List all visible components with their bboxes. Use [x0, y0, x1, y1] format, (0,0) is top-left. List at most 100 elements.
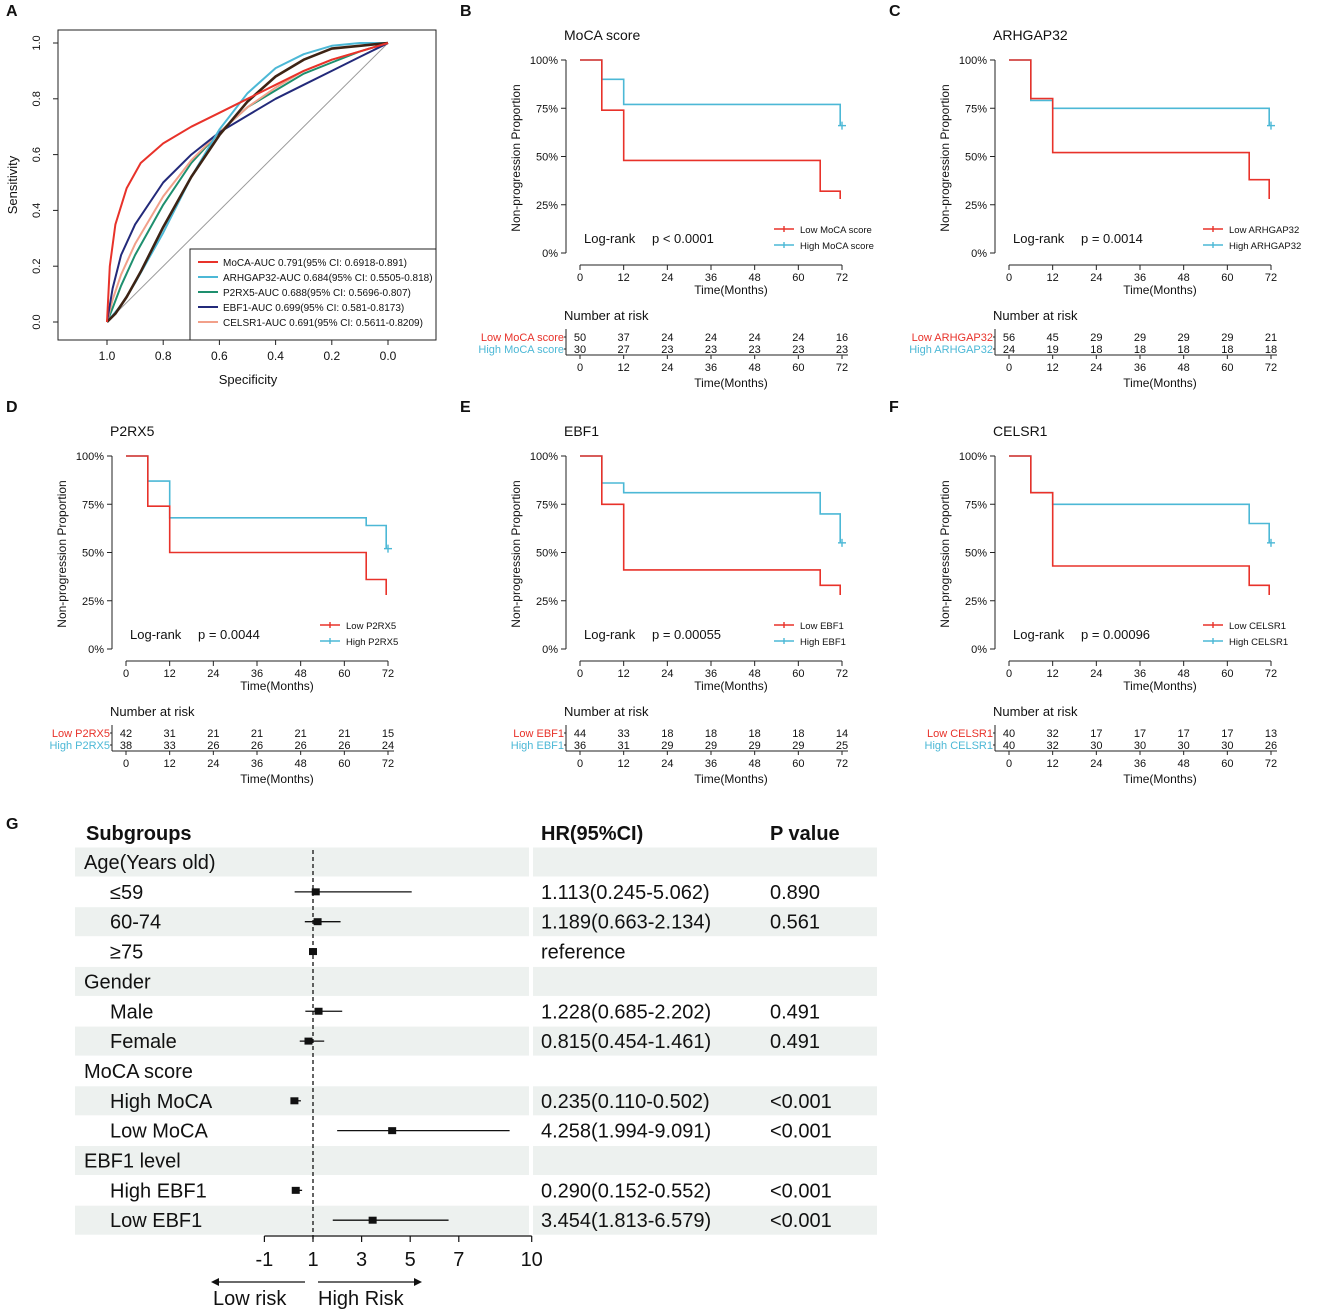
risk-value: 17: [1221, 728, 1233, 740]
km-curve-red: [580, 59, 841, 199]
risk-value: 31: [618, 740, 630, 752]
risk-value: 32: [1047, 740, 1059, 752]
forest-hr-text: 1.228(0.685-2.202): [541, 1001, 711, 1023]
risk-x-tick-label: 12: [1047, 362, 1059, 374]
legend-entry: ARHGAP32-AUC 0.684(95% CI: 0.5505-0.818): [223, 273, 433, 284]
x-tick-label: 24: [1090, 272, 1102, 284]
roc-curve-navy: [106, 42, 389, 323]
forest-p-value: 0.890: [770, 882, 820, 904]
x-axis-label: Specificity: [219, 372, 278, 387]
risk-row-label: High CELSR1: [925, 740, 993, 752]
logrank-label: Log-rank: [1013, 231, 1065, 246]
risk-table-title: Number at risk: [564, 704, 649, 719]
panel-label-F: F: [889, 399, 899, 416]
low-risk-label: Low risk: [213, 1288, 287, 1310]
km-curve-red: [126, 455, 387, 595]
x-tick-label: 36: [1134, 668, 1146, 680]
risk-row-label: Low EBF1: [513, 728, 564, 740]
risk-value: 23: [705, 344, 717, 356]
hr-marker: [313, 918, 322, 926]
x-axis-label: Time(Months): [240, 679, 314, 693]
risk-value: 40: [1003, 740, 1015, 752]
risk-x-tick-label: 72: [1265, 758, 1277, 770]
risk-value: 18: [661, 728, 673, 740]
risk-row-label: High P2RX5: [49, 740, 110, 752]
forest-row-label: 60-74: [110, 912, 161, 934]
legend-entry: High ARHGAP32: [1229, 241, 1301, 252]
risk-x-axis-label: Time(Months): [1123, 376, 1197, 390]
km-panel-E: E EBF1 0% 25% 50% 75% 100% 0 12 24 36 48 60 72 Time(Mo…: [460, 399, 848, 786]
x-tick-label: 0.2: [323, 349, 340, 363]
row-band: [533, 907, 877, 937]
risk-value: 18: [792, 728, 804, 740]
y-tick-label: 25%: [965, 596, 987, 608]
risk-x-tick-label: 36: [251, 758, 263, 770]
forest-row-label: Male: [110, 1001, 153, 1023]
forest-group-header: Gender: [84, 971, 151, 993]
x-tick-label: 72: [1265, 668, 1277, 680]
p-value: p < 0.0001: [652, 231, 714, 246]
risk-row-label: Low CELSR1: [927, 728, 993, 740]
risk-value: 26: [338, 740, 350, 752]
y-tick-label: 50%: [536, 152, 558, 164]
y-tick-label: 0.6: [31, 147, 43, 162]
km-title: P2RX5: [110, 423, 155, 439]
low-risk-arrow-head: [211, 1278, 219, 1286]
risk-table-title: Number at risk: [993, 308, 1078, 323]
risk-value: 44: [574, 728, 586, 740]
risk-value: 14: [836, 728, 848, 740]
y-tick-label: 0.2: [31, 259, 43, 274]
risk-value: 30: [1090, 740, 1102, 752]
row-band: [533, 1086, 877, 1116]
row-band: [75, 966, 529, 996]
y-tick-label: 0%: [542, 248, 558, 260]
risk-value: 23: [836, 344, 848, 356]
risk-value: 18: [1178, 344, 1190, 356]
forest-header-p: P value: [770, 823, 840, 845]
y-tick-label: 50%: [965, 152, 987, 164]
risk-row-label: High ARHGAP32: [909, 344, 993, 356]
x-tick-label: 12: [1047, 272, 1059, 284]
risk-table-title: Number at risk: [993, 704, 1078, 719]
risk-value: 24: [1003, 344, 1015, 356]
forest-hr-text: 3.454(1.813-6.579): [541, 1210, 711, 1232]
forest-row-label: Female: [110, 1031, 177, 1053]
risk-value: 17: [1134, 728, 1146, 740]
y-tick-label: 50%: [536, 548, 558, 560]
forest-x-tick-label: 3: [356, 1249, 367, 1271]
forest-p-value: 0.491: [770, 1031, 820, 1053]
y-tick-label: 0%: [971, 644, 987, 656]
row-band: [533, 1146, 877, 1175]
risk-value: 18: [1221, 344, 1233, 356]
risk-x-tick-label: 0: [577, 362, 583, 374]
risk-row-label: High MoCA score: [478, 344, 564, 356]
risk-x-tick-label: 60: [792, 758, 804, 770]
risk-x-tick-label: 24: [1090, 362, 1102, 374]
legend-entry: P2RX5-AUC 0.688(95% CI: 0.5696-0.807): [223, 288, 411, 299]
risk-value: 56: [1003, 332, 1015, 344]
p-value: p = 0.00096: [1081, 627, 1150, 642]
risk-value: 24: [382, 740, 394, 752]
row-band: [75, 1086, 529, 1116]
risk-x-tick-label: 0: [577, 758, 583, 770]
roc-curve-red: [106, 42, 389, 323]
risk-value: 38: [120, 740, 132, 752]
y-tick-label: 1.0: [31, 35, 43, 50]
x-tick-label: 72: [1265, 272, 1277, 284]
forest-row-label: Low MoCA: [110, 1121, 208, 1143]
x-tick-label: 24: [1090, 668, 1102, 680]
km-curve-red: [580, 455, 841, 595]
risk-x-tick-label: 0: [123, 758, 129, 770]
panel-label-A: A: [6, 3, 18, 20]
risk-value: 29: [792, 740, 804, 752]
risk-row-label: Low P2RX5: [52, 728, 110, 740]
legend-entry: EBF1-AUC 0.699(95% CI: 0.581-0.8173): [223, 303, 404, 314]
y-tick-label: 0%: [542, 644, 558, 656]
risk-x-tick-label: 48: [1178, 362, 1190, 374]
risk-row-label: Low MoCA score: [481, 332, 564, 344]
risk-value: 25: [836, 740, 848, 752]
row-band: [75, 1205, 529, 1235]
risk-x-tick-label: 0: [1006, 362, 1012, 374]
risk-x-tick-label: 72: [1265, 362, 1277, 374]
hr-marker: [388, 1127, 397, 1135]
